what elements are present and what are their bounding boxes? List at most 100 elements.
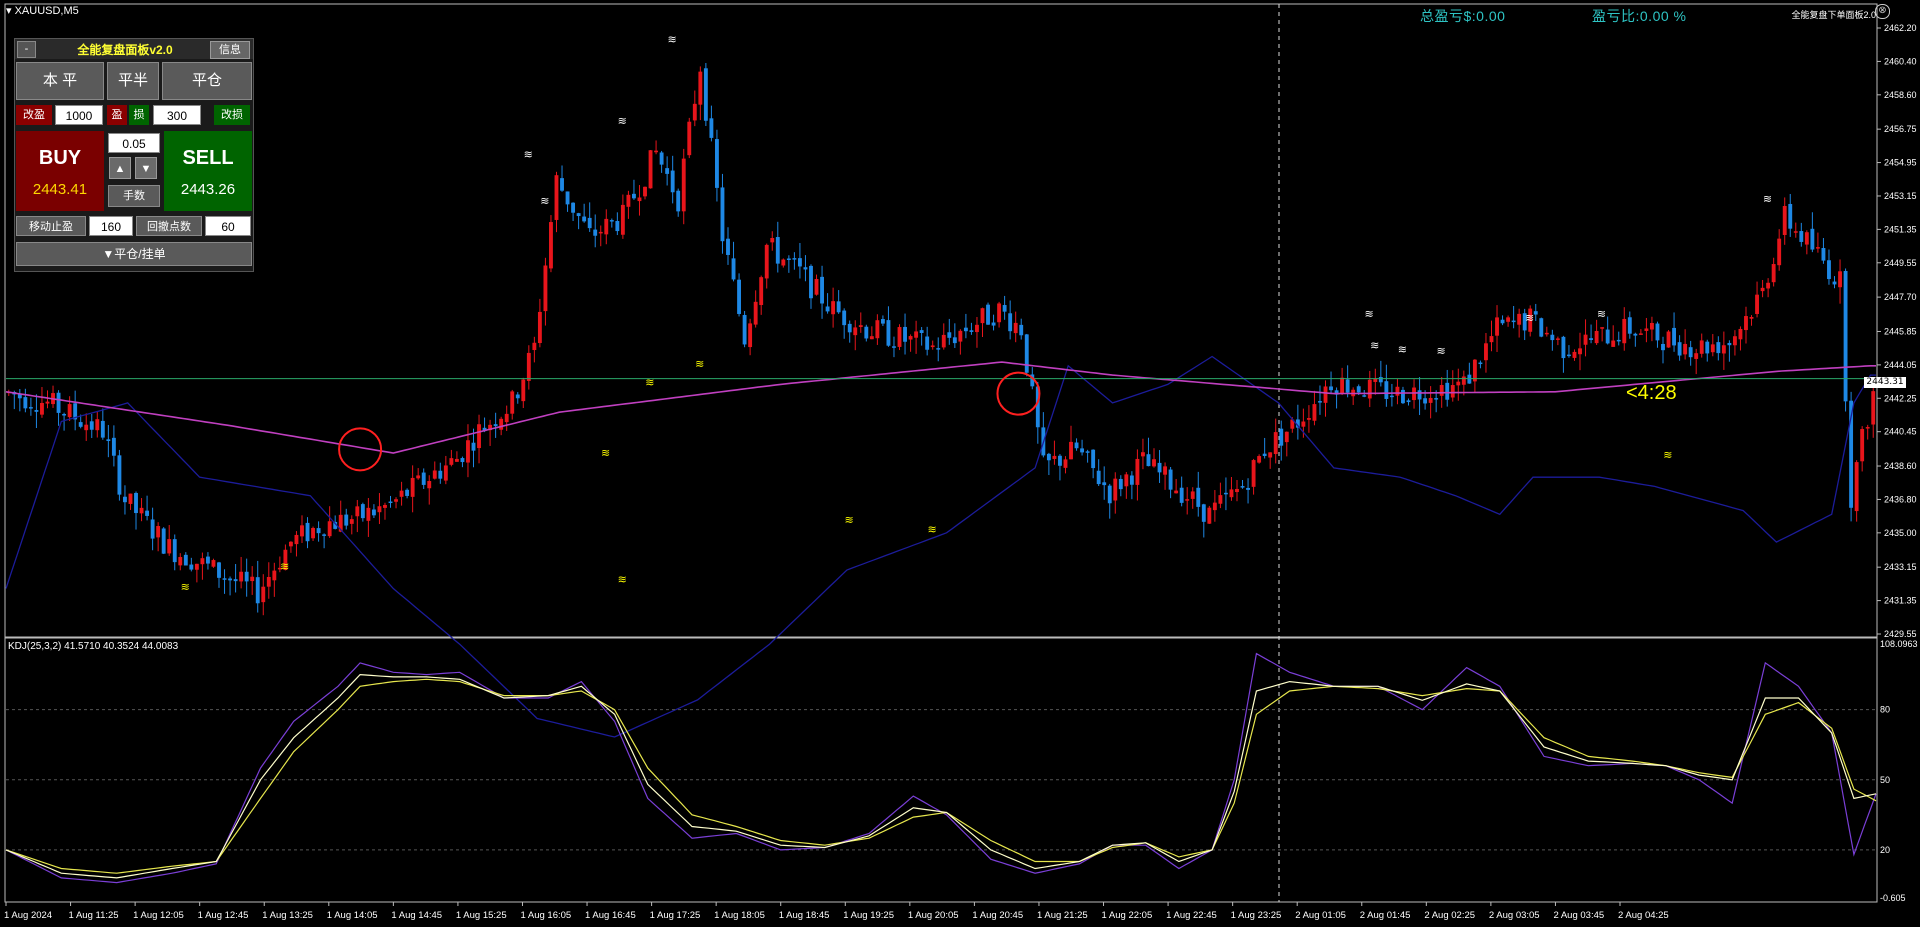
candle-body (477, 424, 481, 449)
price-tick-label: 2454.95 (1884, 158, 1917, 168)
price-tick-label: 2460.40 (1884, 56, 1917, 66)
fractal-up-marker: ≋ (1370, 339, 1379, 352)
symbol-timeframe: XAUUSD,M5 (14, 5, 79, 17)
candle-body (1268, 452, 1273, 458)
tp-label: 盈 (107, 105, 127, 125)
modify-tp-button[interactable]: 改盈 (16, 105, 52, 125)
sl-input[interactable]: 300 (153, 105, 201, 125)
candle-body (1262, 453, 1267, 456)
candle-body (632, 193, 636, 199)
fractal-down-marker: ≋ (618, 573, 627, 586)
price-tick-label: 2444.05 (1884, 360, 1917, 370)
candle-body (1240, 486, 1245, 488)
candle-body (1395, 386, 1400, 396)
trailing-tp-input[interactable]: 160 (89, 216, 133, 236)
candle-body (482, 427, 487, 432)
tp-input[interactable]: 1000 (55, 105, 103, 125)
candle-body (560, 178, 564, 191)
candle-body (62, 413, 67, 416)
candle-body (786, 258, 791, 261)
candle-body (1406, 400, 1411, 403)
minimize-button[interactable]: - (17, 41, 36, 58)
close-half-button[interactable]: 平半 (107, 62, 159, 100)
candle-body (1428, 397, 1433, 403)
panel-name-label: 全能复盘下单面板2.0 (1791, 10, 1876, 20)
candle-body (1544, 332, 1549, 335)
candle-body (1318, 401, 1322, 403)
candle-body (1594, 330, 1599, 344)
candle-body (1284, 431, 1289, 443)
candle-body (1666, 331, 1671, 348)
candle-body (366, 507, 371, 521)
candle-body (1174, 490, 1179, 494)
current-price-tag: 2443.31 (1864, 377, 1906, 388)
candle-body (1555, 338, 1560, 340)
candle-body (980, 308, 985, 324)
candle-body (1583, 334, 1588, 345)
candle-body (869, 336, 874, 340)
candle-body (1329, 386, 1333, 391)
candle-body (1489, 336, 1494, 343)
candle-body (836, 301, 841, 313)
candle-body (1799, 231, 1804, 242)
kdj-indicator-label: KDJ(25,3,2) 41.5710 40.3524 44.0083 (8, 641, 179, 652)
kdj-tick-label: -0.605 (1880, 893, 1906, 903)
fractal-down-marker: ≋ (601, 447, 610, 460)
modify-sl-button[interactable]: 改损 (214, 105, 250, 125)
lot-label-button[interactable]: 手数 (108, 185, 160, 207)
candle-body (117, 455, 122, 495)
candle-body (1246, 487, 1250, 490)
lot-up-button[interactable]: ▲ (109, 157, 131, 179)
close-icon[interactable]: ⊗ (1875, 4, 1890, 19)
candle-body (1478, 362, 1483, 365)
sell-button[interactable]: SELL 2443.26 (164, 131, 252, 211)
info-button[interactable]: 信息 (210, 41, 250, 59)
candle-body (316, 528, 321, 534)
candle-body (1141, 452, 1145, 457)
triangle-down-icon[interactable]: ▾ (6, 5, 15, 17)
candle-body (1694, 353, 1699, 359)
candle-body (1589, 338, 1594, 340)
candle-body (936, 348, 941, 350)
close-all-button[interactable]: 平仓 (162, 62, 252, 100)
candle-body (1235, 488, 1239, 493)
candle-body (189, 564, 194, 570)
candle-body (1854, 462, 1859, 512)
candle-body (1035, 386, 1040, 428)
buy-button[interactable]: BUY 2443.41 (16, 131, 104, 211)
buy-label: BUY (38, 147, 82, 169)
candle-body (194, 563, 199, 570)
candle-body (753, 301, 758, 325)
retrace-points-input[interactable]: 60 (205, 216, 251, 236)
candle-body (1401, 389, 1405, 404)
candle-body (720, 187, 725, 242)
candle-body (222, 578, 227, 580)
candle-body (233, 579, 238, 582)
candle-body (438, 470, 443, 479)
candle-body (1273, 432, 1278, 455)
time-tick-label: 1 Aug 22:45 (1166, 910, 1217, 921)
candle-body (355, 506, 360, 517)
close-pending-button[interactable]: ▼平仓/挂单 (16, 242, 252, 266)
time-tick-label: 2 Aug 01:05 (1295, 910, 1346, 921)
candle-body (820, 276, 824, 304)
candle-body (515, 394, 520, 399)
candle-body (161, 528, 166, 554)
candle-body (742, 315, 747, 345)
candle-body (1002, 305, 1007, 312)
time-tick-label: 2 Aug 02:25 (1424, 910, 1475, 921)
candle-body (770, 238, 775, 243)
lot-down-button[interactable]: ▼ (135, 157, 157, 179)
candle-body (1616, 339, 1621, 342)
candle-body (1727, 342, 1732, 346)
trailing-tp-label: 移动止盈 (16, 216, 86, 236)
candle-body (764, 244, 769, 279)
retrace-points-label: 回撤点数 (136, 216, 202, 236)
candle-body (875, 320, 880, 339)
candle-body (123, 496, 127, 503)
candle-body (399, 490, 404, 497)
lot-input[interactable]: 0.05 (108, 133, 160, 153)
candle-body (1843, 270, 1848, 402)
breakeven-button[interactable]: 本 平 (16, 62, 104, 100)
